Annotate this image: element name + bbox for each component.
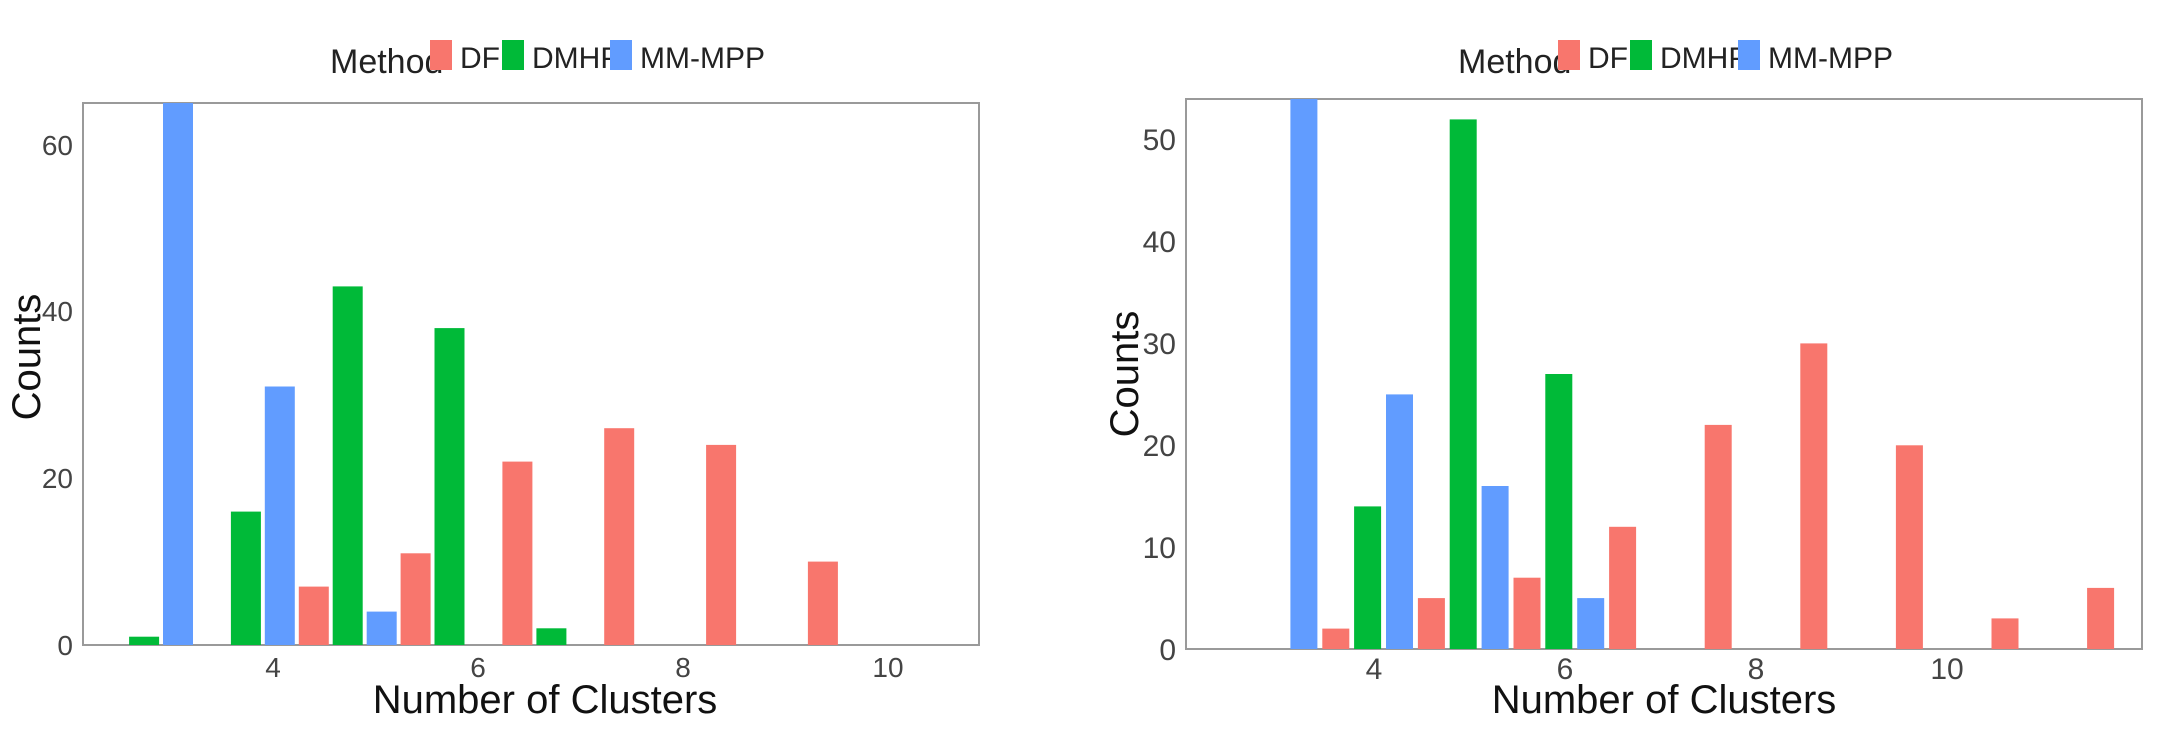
x-axis-title: Number of Clusters <box>1492 678 1837 722</box>
y-axis-title: Counts <box>1103 311 1147 438</box>
bar-df-5 <box>1417 598 1445 649</box>
bar-dmhp-4 <box>1354 506 1382 649</box>
x-tick-label: 4 <box>265 652 281 683</box>
bar-dmhp-7 <box>536 628 567 645</box>
bar-mm-mpp-6 <box>1577 598 1605 649</box>
bar-df-6 <box>1513 577 1541 649</box>
y-axis: 0 10 20 30 40 50 <box>1143 124 1176 667</box>
bar-dmhp-5 <box>332 286 363 645</box>
y-axis-title: Counts <box>5 294 49 421</box>
bar-df-4 <box>1322 628 1350 649</box>
bar-df-10 <box>1895 445 1923 649</box>
x-axis-title: Number of Clusters <box>373 678 718 722</box>
y-tick-label: 0 <box>1159 634 1176 667</box>
chart-right: Method DF DMHP MM-MPP 0 10 20 30 40 50 4… <box>1103 40 2143 722</box>
legend-label-mm-mpp: MM-MPP <box>640 42 765 75</box>
legend-title: Method <box>1458 43 1571 81</box>
bar-df-7 <box>502 461 533 645</box>
bars <box>1290 99 2115 649</box>
bar-df-5 <box>298 586 329 645</box>
y-tick-label: 20 <box>1143 430 1176 463</box>
bar-mm-mpp-3 <box>163 103 193 645</box>
x-tick-label: 10 <box>872 652 903 683</box>
y-tick-label: 20 <box>42 463 73 494</box>
legend-swatch-mm-mpp <box>1738 40 1760 70</box>
y-tick-label: 40 <box>1143 226 1176 259</box>
x-axis: 4 6 8 10 <box>265 652 903 683</box>
bar-mm-mpp-5 <box>366 611 397 645</box>
x-tick-label: 6 <box>1557 653 1574 686</box>
bar-df-9 <box>1800 343 1828 649</box>
bar-df-10 <box>807 561 838 645</box>
legend-label-df: DF <box>460 42 500 75</box>
bar-df-6 <box>400 553 431 645</box>
bar-df-11 <box>1991 618 2019 649</box>
bars <box>129 103 838 645</box>
bar-mm-mpp-4 <box>264 386 295 645</box>
legend-label-dmhp: DMHP <box>1660 42 1748 75</box>
legend: Method DF DMHP MM-MPP <box>330 40 765 81</box>
y-tick-label: 50 <box>1143 124 1176 157</box>
bar-df-8 <box>1704 424 1732 649</box>
legend-swatch-df <box>430 40 452 70</box>
legend-swatch-dmhp <box>1630 40 1652 70</box>
bar-dmhp-5 <box>1449 119 1477 649</box>
bar-df-9 <box>706 444 737 645</box>
x-tick-label: 4 <box>1366 653 1383 686</box>
y-tick-label: 10 <box>1143 532 1176 565</box>
x-tick-label: 10 <box>1930 653 1963 686</box>
y-tick-label: 30 <box>1143 328 1176 361</box>
plot-panel <box>1185 98 2143 650</box>
y-axis: 0 20 40 60 <box>42 130 73 661</box>
legend-swatch-df <box>1558 40 1580 70</box>
bar-dmhp-6 <box>1545 374 1573 649</box>
legend-label-dmhp: DMHP <box>532 42 620 75</box>
x-tick-label: 6 <box>470 652 486 683</box>
bar-df-12 <box>2087 587 2115 649</box>
y-tick-label: 60 <box>42 130 73 161</box>
legend-label-df: DF <box>1588 42 1628 75</box>
bar-dmhp-6 <box>434 328 465 645</box>
bar-mm-mpp-4 <box>1386 394 1413 649</box>
legend: Method DF DMHP MM-MPP <box>1458 40 1893 81</box>
legend-swatch-mm-mpp <box>610 40 632 70</box>
chart-left: Method DF DMHP MM-MPP 0 20 40 60 4 6 8 1… <box>5 40 980 722</box>
bar-df-7 <box>1609 526 1637 649</box>
bar-mm-mpp-5 <box>1481 486 1509 649</box>
bar-dmhp-3 <box>129 636 160 645</box>
bar-dmhp-4 <box>230 511 261 645</box>
legend-swatch-dmhp <box>502 40 524 70</box>
x-tick-label: 8 <box>675 652 691 683</box>
bar-df-8 <box>604 428 635 645</box>
bar-mm-mpp-3 <box>1290 99 1318 649</box>
x-tick-label: 8 <box>1748 653 1765 686</box>
y-tick-label: 40 <box>42 296 73 327</box>
x-axis: 4 6 8 10 <box>1366 653 1964 686</box>
legend-label-mm-mpp: MM-MPP <box>1768 42 1893 75</box>
y-tick-label: 0 <box>57 630 73 661</box>
legend-title: Method <box>330 43 443 81</box>
